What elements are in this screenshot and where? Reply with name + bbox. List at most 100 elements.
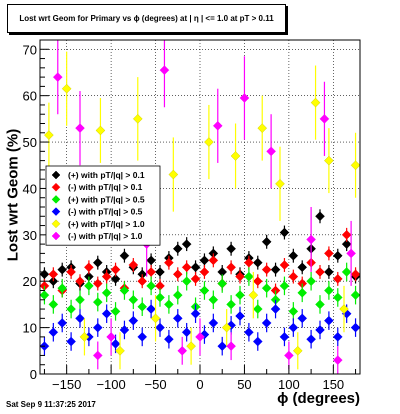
data-point (332, 274, 343, 284)
data-point (297, 287, 308, 298)
data-point (315, 267, 325, 277)
data-point (252, 276, 263, 287)
legend-entry: (+) with pT/|q| > 1.0 (68, 219, 145, 229)
data-point (48, 327, 59, 338)
data-point (146, 267, 156, 277)
data-point (208, 255, 219, 266)
data-point (284, 350, 294, 361)
data-point (155, 267, 165, 277)
data-point (128, 294, 139, 305)
data-point (315, 325, 325, 335)
data-point (132, 114, 143, 124)
data-point (288, 271, 299, 282)
data-point (226, 243, 236, 254)
data-point (84, 281, 94, 291)
data-point (110, 338, 121, 349)
data-point (279, 227, 290, 238)
data-point (146, 255, 156, 266)
data-points (39, 40, 361, 374)
data-point (164, 334, 174, 345)
data-point (350, 269, 361, 280)
data-point (315, 299, 325, 310)
data-point (57, 283, 68, 294)
data-point (181, 262, 192, 273)
legend-entry: (+) with pT/|q| > 0.1 (68, 170, 145, 180)
data-point (306, 234, 316, 245)
legend-entry: (-) with pT/|q| > 0.5 (68, 207, 143, 217)
data-point (75, 294, 85, 305)
data-point (119, 325, 130, 335)
data-point (57, 318, 68, 328)
data-point (204, 137, 214, 147)
data-point (119, 250, 130, 261)
data-point (310, 97, 321, 108)
data-point (110, 306, 121, 317)
data-point (95, 125, 106, 136)
data-point (261, 318, 272, 328)
data-point (292, 345, 303, 356)
data-point (190, 308, 201, 319)
data-point (279, 332, 290, 342)
data-point (115, 345, 125, 356)
data-point (319, 114, 330, 124)
y-tick-label: 40 (23, 181, 37, 196)
data-point (332, 250, 343, 261)
data-point (92, 297, 103, 307)
data-point (324, 315, 334, 326)
legend-entry: (-) with pT/|q| > 0.1 (68, 182, 143, 192)
data-point (235, 290, 245, 300)
data-point (92, 322, 103, 333)
chart-title: Lost wrt Geom for Primary vs ϕ (degrees)… (7, 4, 286, 33)
data-point (190, 262, 201, 273)
y-axis-label: Lost wrt Geom (%) (4, 128, 22, 262)
data-point (164, 257, 174, 268)
data-point (266, 146, 276, 157)
data-point (181, 239, 192, 249)
data-point (217, 341, 228, 352)
data-point (275, 178, 285, 189)
data-point (92, 350, 103, 361)
data-point (288, 322, 299, 333)
data-point (195, 332, 205, 342)
data-point (350, 290, 361, 300)
data-point (48, 269, 59, 280)
data-point (92, 278, 103, 289)
data-point (221, 322, 232, 333)
data-point (324, 248, 334, 259)
data-point (75, 313, 85, 324)
legend-marker (51, 219, 61, 229)
legend-marker (51, 231, 61, 241)
data-point (101, 308, 112, 319)
data-point (350, 322, 361, 333)
x-tick-label: −150 (52, 377, 81, 392)
data-point (235, 311, 245, 321)
data-point (155, 292, 165, 303)
data-point (44, 130, 54, 140)
y-tick-label: 50 (23, 135, 37, 150)
data-point (155, 322, 165, 333)
data-point (339, 304, 349, 314)
data-point (226, 320, 236, 331)
data-point (261, 264, 272, 275)
x-tick-label: −100 (96, 377, 125, 392)
data-point (235, 271, 245, 282)
tick-labels: −150 −100 −50 0 50 100 150 0 10 20 30 40 50 60 70 (23, 42, 345, 392)
data-point (199, 255, 210, 266)
data-point (186, 341, 196, 352)
data-point (137, 332, 148, 342)
data-point (315, 211, 325, 222)
data-point (48, 299, 59, 310)
data-point (84, 262, 94, 273)
data-point (244, 327, 254, 338)
legend-marker (51, 182, 61, 192)
data-point (66, 304, 76, 314)
data-point (244, 257, 254, 268)
data-point (226, 262, 236, 273)
legend-entry: (+) with pT/|q| > 0.5 (68, 194, 145, 204)
data-point (297, 262, 308, 273)
data-point (332, 292, 343, 303)
data-point (164, 299, 174, 310)
data-point (61, 83, 72, 94)
